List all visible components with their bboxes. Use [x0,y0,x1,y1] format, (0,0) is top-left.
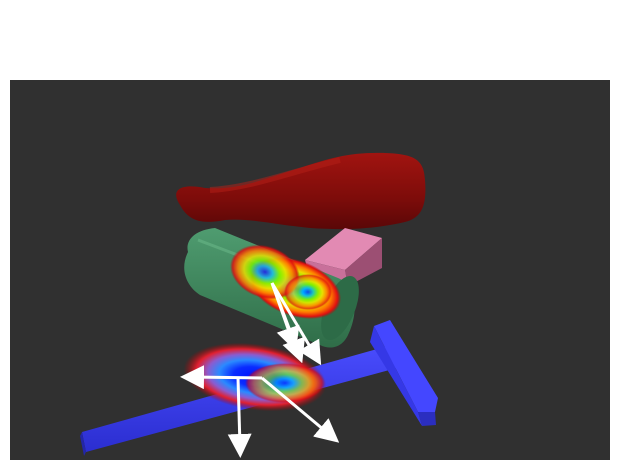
grasp-arrows [180,282,340,458]
3d-viewport[interactable] [10,80,610,460]
scene-canvas [10,80,610,460]
red-pin-object[interactable] [176,152,426,230]
arrow-green-2 [270,282,322,366]
arrow-blue-down [227,377,252,458]
arrow-blue-diag [261,376,340,443]
arrow-green-3 [270,282,300,352]
heatmap-green-object [230,244,342,320]
arrow-blue-left [180,365,263,390]
top-margin [0,0,620,80]
